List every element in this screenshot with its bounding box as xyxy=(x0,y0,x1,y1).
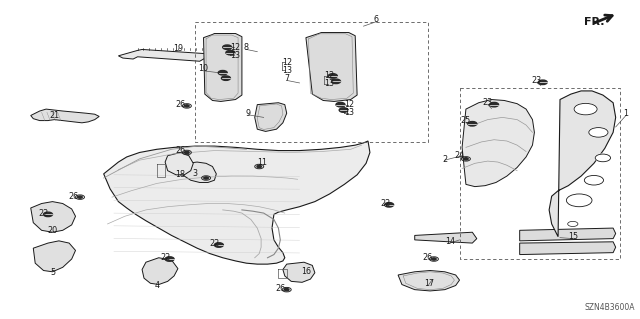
Text: 6: 6 xyxy=(374,15,379,24)
Polygon shape xyxy=(462,100,534,187)
Polygon shape xyxy=(165,152,193,175)
Circle shape xyxy=(538,80,547,85)
Polygon shape xyxy=(255,103,287,131)
Text: 12: 12 xyxy=(324,71,335,80)
Circle shape xyxy=(568,221,578,226)
Text: 16: 16 xyxy=(301,267,311,276)
Text: 26: 26 xyxy=(422,253,433,262)
Text: 21: 21 xyxy=(49,111,60,120)
Circle shape xyxy=(221,76,230,80)
Polygon shape xyxy=(549,91,616,237)
Polygon shape xyxy=(520,228,616,241)
Polygon shape xyxy=(283,262,315,282)
Text: 7: 7 xyxy=(284,74,289,83)
Polygon shape xyxy=(142,258,178,285)
Polygon shape xyxy=(306,33,357,101)
Circle shape xyxy=(165,257,174,261)
Text: 23: 23 xyxy=(483,98,493,107)
Circle shape xyxy=(44,212,52,217)
Circle shape xyxy=(385,203,394,207)
Polygon shape xyxy=(104,141,370,264)
Text: 11: 11 xyxy=(257,158,268,167)
Text: 13: 13 xyxy=(282,66,292,75)
Text: 17: 17 xyxy=(424,279,434,288)
Text: 20: 20 xyxy=(47,226,58,235)
Circle shape xyxy=(584,175,604,185)
Text: 1: 1 xyxy=(623,109,628,118)
Circle shape xyxy=(285,288,289,291)
Circle shape xyxy=(336,102,345,107)
Text: 23: 23 xyxy=(531,76,541,85)
Circle shape xyxy=(204,177,209,179)
Circle shape xyxy=(595,154,611,162)
Text: 9: 9 xyxy=(246,109,251,118)
Circle shape xyxy=(463,158,468,160)
Text: FR.: FR. xyxy=(584,17,605,27)
Text: 26: 26 xyxy=(275,284,285,293)
Polygon shape xyxy=(204,33,242,101)
Circle shape xyxy=(214,243,223,247)
Text: 13: 13 xyxy=(344,108,354,117)
Text: 25: 25 xyxy=(461,116,471,125)
Text: SZN4B3600A: SZN4B3600A xyxy=(584,303,635,312)
Circle shape xyxy=(589,128,608,137)
Circle shape xyxy=(490,102,499,107)
Polygon shape xyxy=(398,271,460,291)
Text: 14: 14 xyxy=(445,237,455,246)
Circle shape xyxy=(432,258,436,260)
Text: 12: 12 xyxy=(282,58,292,67)
Text: 26: 26 xyxy=(175,146,186,155)
Polygon shape xyxy=(31,109,99,123)
Text: 13: 13 xyxy=(230,51,241,60)
Polygon shape xyxy=(118,49,210,61)
Text: 24: 24 xyxy=(454,151,465,160)
Circle shape xyxy=(328,74,337,78)
Text: 15: 15 xyxy=(568,232,578,241)
Text: 18: 18 xyxy=(175,170,186,179)
Polygon shape xyxy=(520,242,616,255)
Circle shape xyxy=(78,196,83,198)
Text: 12: 12 xyxy=(344,100,354,109)
Circle shape xyxy=(184,152,189,154)
Polygon shape xyxy=(415,232,477,243)
Text: 19: 19 xyxy=(173,44,183,53)
Circle shape xyxy=(257,165,262,168)
Text: 13: 13 xyxy=(324,79,335,88)
Text: 10: 10 xyxy=(198,64,209,73)
Text: 22: 22 xyxy=(209,239,220,248)
Polygon shape xyxy=(33,241,76,272)
Circle shape xyxy=(218,70,227,75)
Text: 22: 22 xyxy=(160,253,170,262)
Text: 22: 22 xyxy=(380,199,390,208)
Text: 3: 3 xyxy=(193,169,198,178)
Text: 22: 22 xyxy=(38,209,49,218)
Circle shape xyxy=(184,105,189,107)
Polygon shape xyxy=(31,202,76,232)
Circle shape xyxy=(574,103,597,115)
Circle shape xyxy=(566,194,592,207)
Text: 12: 12 xyxy=(230,43,241,52)
Circle shape xyxy=(332,79,340,84)
Circle shape xyxy=(223,45,232,49)
Circle shape xyxy=(468,122,477,126)
Text: 26: 26 xyxy=(68,192,79,201)
Circle shape xyxy=(339,108,348,112)
Text: 2: 2 xyxy=(442,155,447,164)
Circle shape xyxy=(226,50,235,55)
Text: 5: 5 xyxy=(50,268,55,277)
Text: 8: 8 xyxy=(244,43,249,52)
Text: 26: 26 xyxy=(175,100,186,109)
Text: 4: 4 xyxy=(154,281,159,290)
Polygon shape xyxy=(178,162,216,182)
